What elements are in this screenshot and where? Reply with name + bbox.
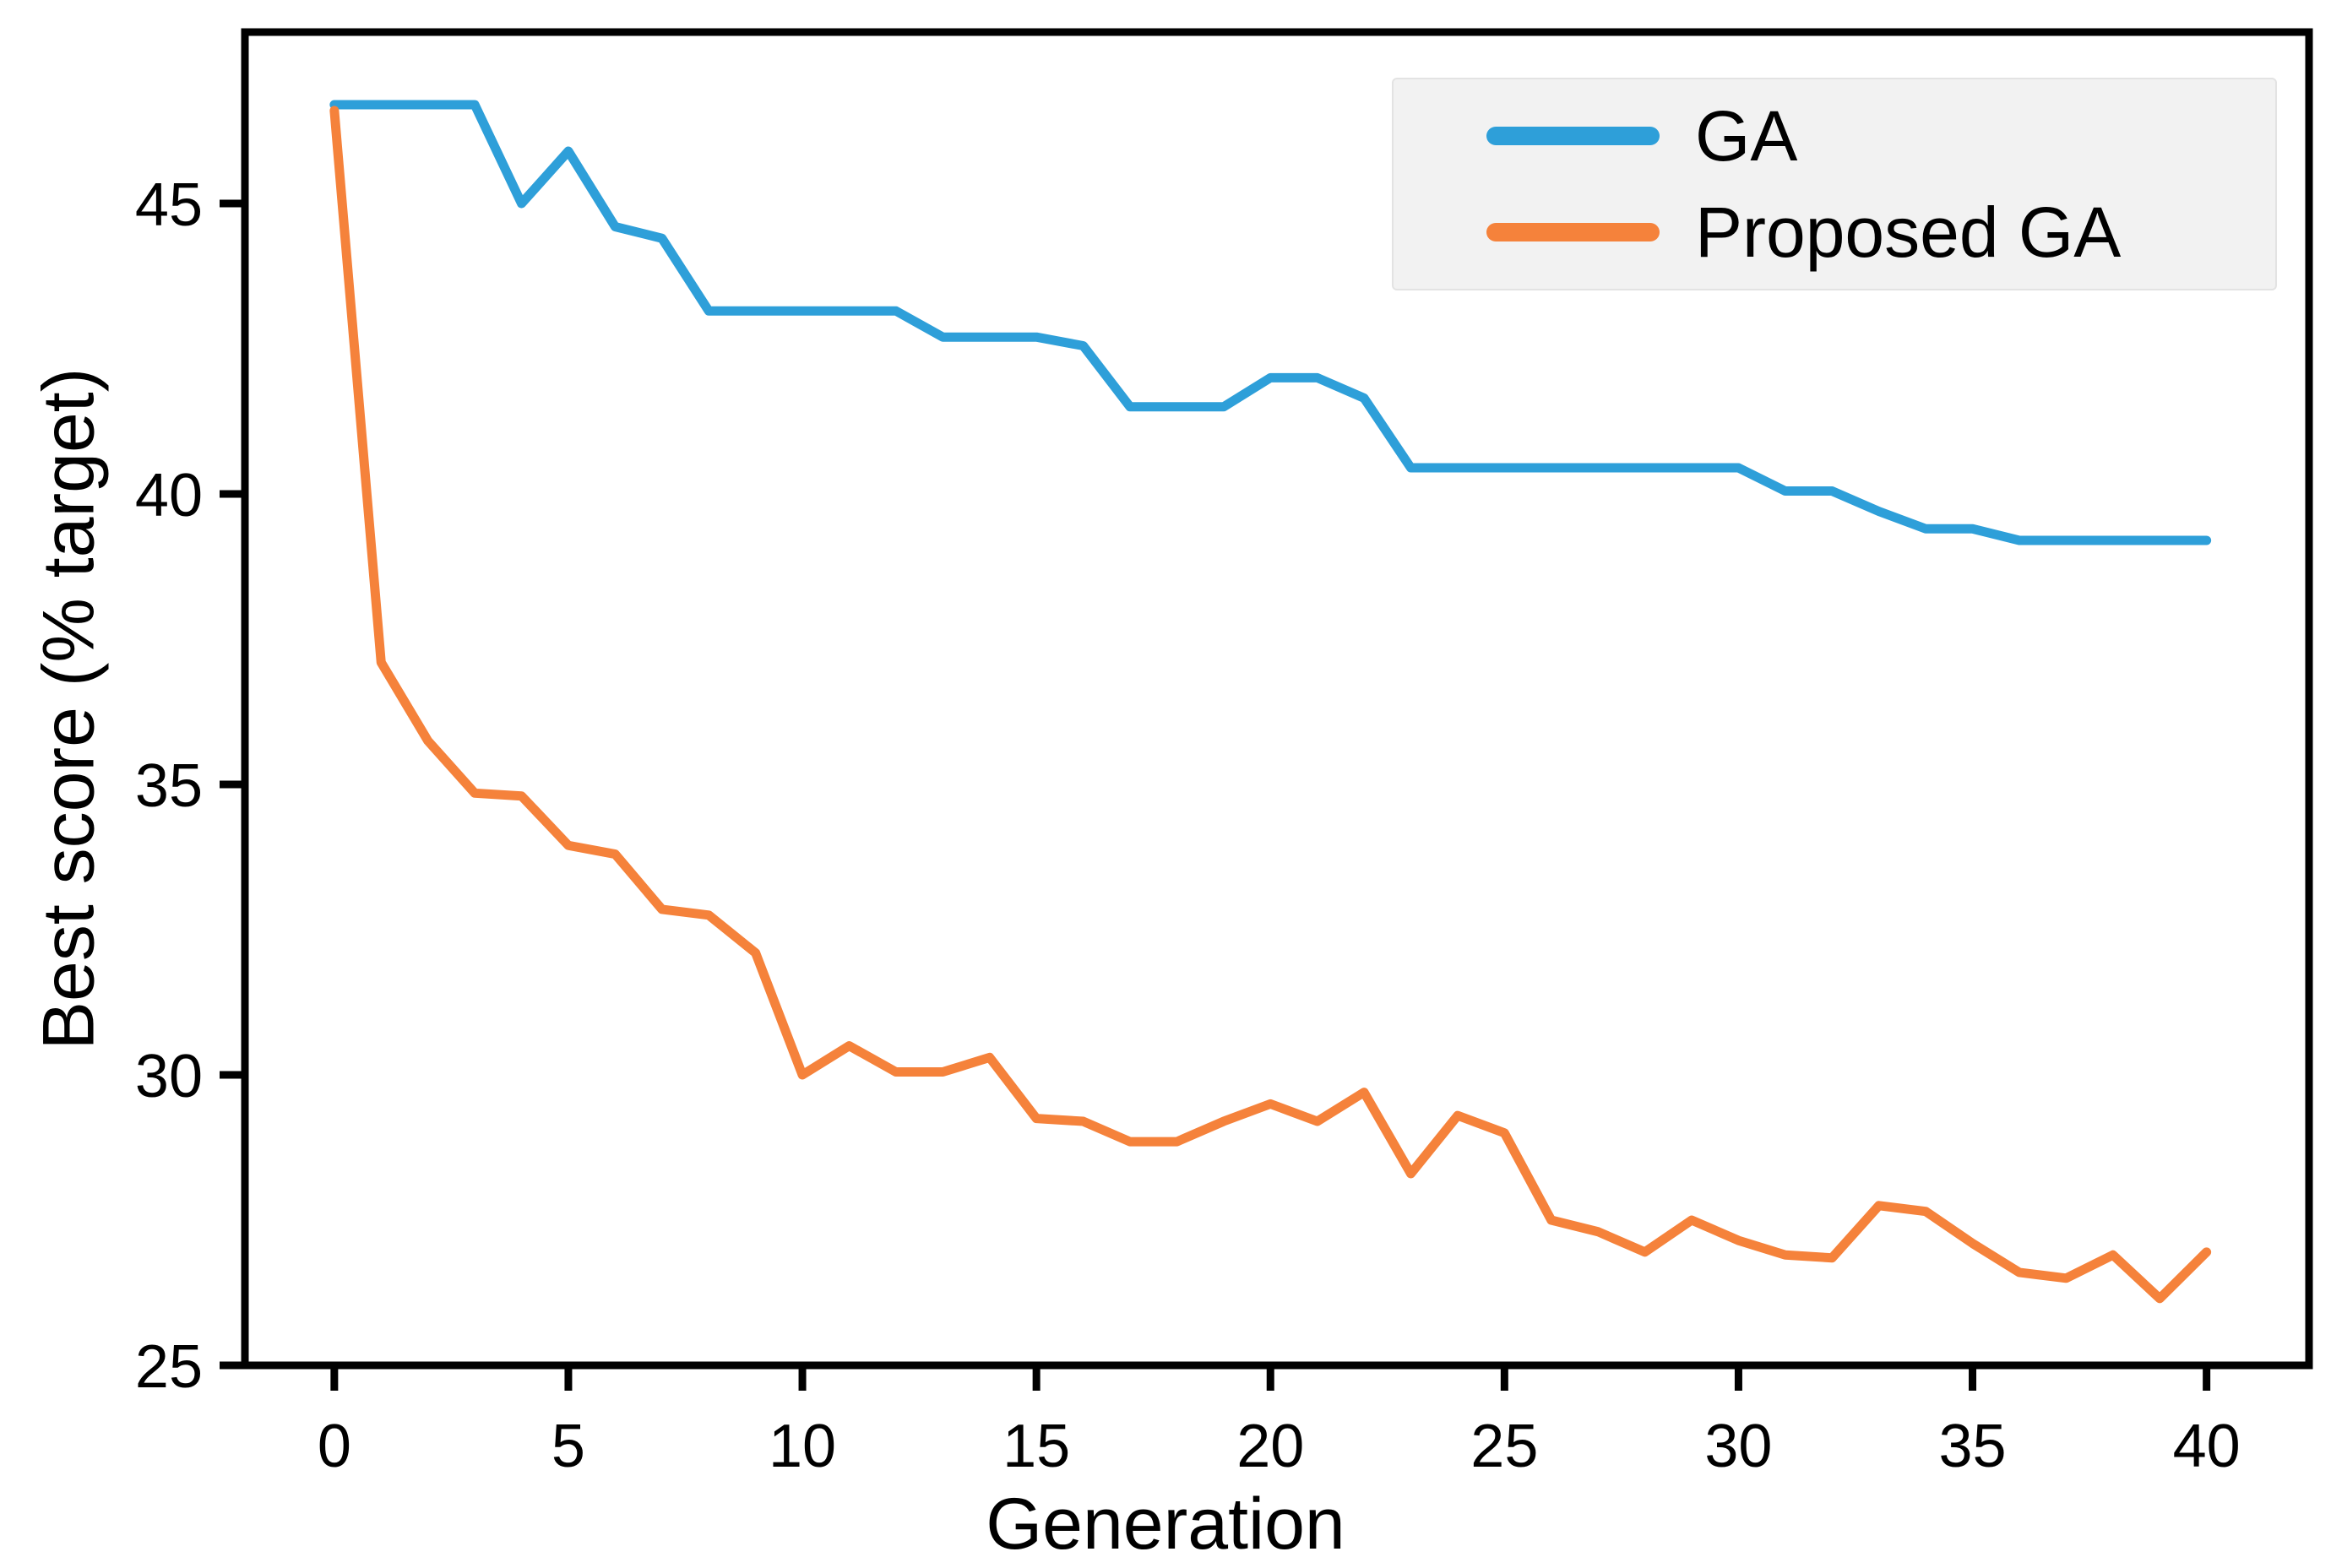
y-tick-label: 45 bbox=[135, 171, 203, 239]
x-tick-label: 30 bbox=[1704, 1413, 1772, 1480]
x-tick-label: 20 bbox=[1236, 1413, 1304, 1480]
series-layer bbox=[329, 100, 2212, 1304]
axes-layer: 0 5 10 15 20 25 30 35 40 25 30 35 40 45 bbox=[135, 28, 2313, 1480]
y-tick-label: 40 bbox=[135, 462, 203, 529]
legend-line-sample-proposed-ga bbox=[1486, 223, 1660, 242]
series-line-ga bbox=[329, 100, 2212, 545]
legend-entry-ga: GA bbox=[1394, 95, 2275, 176]
legend: GA Proposed GA bbox=[1392, 78, 2277, 290]
x-tick-label: 0 bbox=[318, 1413, 351, 1480]
y-tick-label: 35 bbox=[135, 752, 203, 820]
plot-frame bbox=[241, 28, 2313, 1370]
legend-label-proposed-ga: Proposed GA bbox=[1695, 193, 2122, 273]
legend-entry-proposed-ga: Proposed GA bbox=[1394, 192, 2275, 273]
series-line-proposed-ga bbox=[329, 106, 2212, 1304]
x-tick-label: 10 bbox=[769, 1413, 836, 1480]
y-tick-label: 30 bbox=[135, 1043, 203, 1110]
legend-label-ga: GA bbox=[1695, 95, 1798, 176]
x-tick-label: 40 bbox=[2173, 1413, 2241, 1480]
y-axis-title: Best score (% target) bbox=[28, 367, 110, 1050]
y-tick-label: 25 bbox=[135, 1333, 203, 1401]
x-tick-label: 5 bbox=[552, 1413, 585, 1480]
legend-line-sample-ga bbox=[1486, 126, 1660, 145]
x-tick-label: 25 bbox=[1470, 1413, 1538, 1480]
x-tick-label: 35 bbox=[1938, 1413, 2006, 1480]
x-tick-label: 15 bbox=[1002, 1413, 1070, 1480]
x-axis-title: Generation bbox=[986, 1484, 1345, 1565]
